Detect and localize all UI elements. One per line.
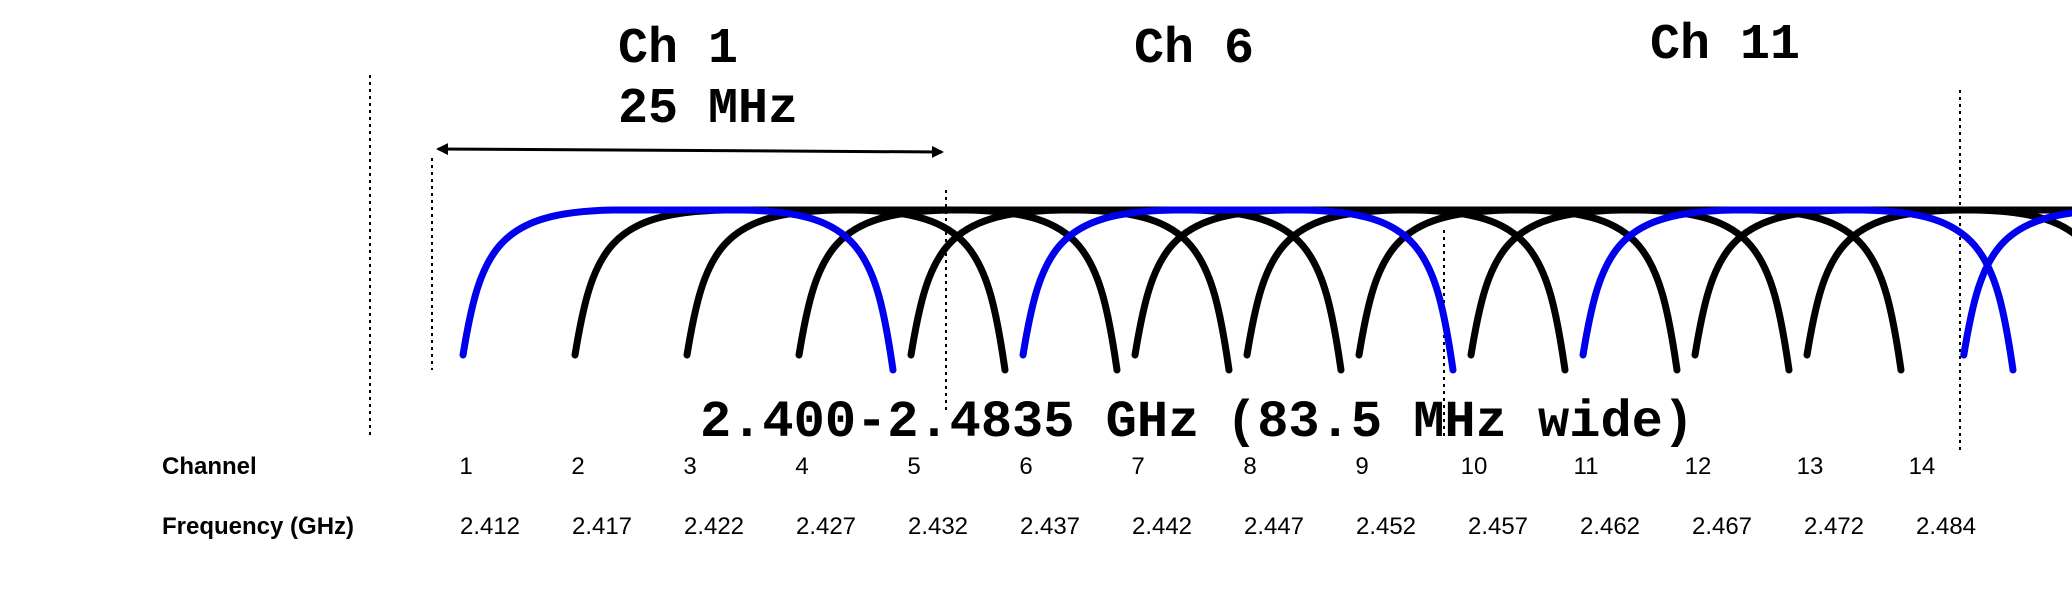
channel-cell: 5 xyxy=(907,453,920,480)
frequency-cell: 2.417 xyxy=(572,513,632,540)
channel-2-curve xyxy=(571,206,1009,374)
channel-4-curve xyxy=(795,206,1233,374)
channel-cell: 10 xyxy=(1461,453,1488,480)
ch1-label: Ch 1 xyxy=(618,21,738,78)
frequency-cell: 2.422 xyxy=(684,513,744,540)
frequency-cell: 2.437 xyxy=(1020,513,1080,540)
channel-8-curve xyxy=(1243,206,1681,374)
channel-6-curve xyxy=(1019,206,1457,374)
channel-3-curve xyxy=(683,206,1121,374)
channel-row: 1 2 3 4 5 6 7 8 9 10 11 12 13 14 xyxy=(459,453,1935,480)
channel-cell: 7 xyxy=(1131,453,1144,480)
channel-header: Channel xyxy=(162,453,257,480)
frequency-header: Frequency (GHz) xyxy=(162,513,354,540)
channel-7-curve xyxy=(1131,206,1569,374)
channel-cell: 13 xyxy=(1797,453,1824,480)
channel-14-curve xyxy=(1960,209,2072,359)
channel-cell: 11 xyxy=(1574,453,1599,480)
channel-cell: 1 xyxy=(459,453,472,480)
frequency-cell: 2.457 xyxy=(1468,513,1528,540)
channel-13-curve xyxy=(1803,206,2072,359)
channel-cell: 3 xyxy=(683,453,696,480)
channel-cell: 2 xyxy=(571,453,584,480)
channel-curves xyxy=(459,206,2072,374)
channel-10-curve xyxy=(1467,206,1905,374)
ch11-label: Ch 11 xyxy=(1650,17,1800,74)
frequency-cell: 2.427 xyxy=(796,513,856,540)
channel-cell: 9 xyxy=(1355,453,1368,480)
frequency-cell: 2.442 xyxy=(1132,513,1192,540)
channel-cell: 6 xyxy=(1019,453,1032,480)
band-width-label: (83.5 MHz wide) xyxy=(1226,393,1694,452)
frequency-cell: 2.462 xyxy=(1580,513,1640,540)
band-range-label: 2.400-2.4835 GHz xyxy=(700,393,1199,452)
channel-12-curve xyxy=(1691,206,2072,359)
frequency-cell: 2.432 xyxy=(908,513,968,540)
channel-cell: 4 xyxy=(795,453,808,480)
channel-cell: 12 xyxy=(1685,453,1712,480)
channel-9-curve xyxy=(1355,206,1793,374)
channel-cell: 8 xyxy=(1243,453,1256,480)
frequency-cell: 2.472 xyxy=(1804,513,1864,540)
channel-11-curve xyxy=(1579,206,2017,374)
channel-cell: 14 xyxy=(1909,453,1936,480)
channel-5-curve xyxy=(907,206,1345,374)
channel-1-curve xyxy=(459,206,897,374)
frequency-cell: 2.452 xyxy=(1356,513,1416,540)
frequency-cell: 2.484 xyxy=(1916,513,1976,540)
frequency-cell: 2.467 xyxy=(1692,513,1752,540)
bandwidth-label: 25 MHz xyxy=(618,81,798,138)
bandwidth-arrow xyxy=(436,143,944,158)
frequency-row: 2.412 2.417 2.422 2.427 2.432 2.437 2.442 2.447… xyxy=(460,513,1976,540)
ch6-label: Ch 6 xyxy=(1134,21,1254,78)
frequency-cell: 2.447 xyxy=(1244,513,1304,540)
frequency-cell: 2.412 xyxy=(460,513,520,540)
